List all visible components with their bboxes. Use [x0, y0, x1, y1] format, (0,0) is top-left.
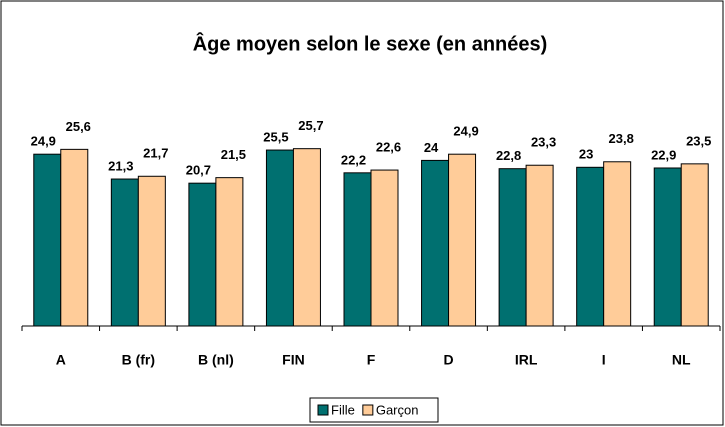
bar [498, 168, 527, 327]
data-label: 22,9 [651, 147, 676, 162]
legend-label: Fille [331, 402, 355, 417]
legend-swatch [317, 404, 329, 416]
x-tick-label: B (nl) [198, 352, 234, 368]
bar [653, 167, 682, 327]
legend-label: Garçon [376, 402, 419, 417]
data-label: 24,9 [453, 124, 478, 139]
data-label: 21,5 [221, 147, 246, 162]
data-label: 21,7 [143, 146, 168, 161]
data-label: 25,7 [298, 118, 323, 133]
data-label: 23,5 [686, 133, 711, 148]
data-label: 24,9 [31, 134, 56, 149]
data-label: 22,6 [376, 139, 401, 154]
x-tick-label: NL [672, 352, 691, 368]
x-tick-label: A [56, 352, 66, 368]
bar [60, 148, 89, 327]
chart-title: Âge moyen selon le sexe (en années) [193, 31, 548, 55]
legend-box [309, 397, 439, 423]
data-label: 21,3 [108, 158, 133, 173]
bar [33, 153, 62, 327]
bar [343, 172, 372, 327]
data-label: 20,7 [186, 163, 211, 178]
x-tick-label: B (fr) [122, 352, 155, 368]
x-tick-label: IRL [515, 352, 538, 368]
bar [215, 177, 244, 327]
data-label: 25,6 [66, 119, 91, 134]
bar [110, 178, 139, 327]
data-label: 22,2 [341, 152, 366, 167]
bar [603, 161, 632, 327]
data-label: 25,5 [263, 129, 288, 144]
x-tick-label: FIN [282, 352, 305, 368]
bar [137, 175, 166, 327]
bar [448, 153, 477, 327]
bar [188, 182, 217, 327]
bar [292, 148, 321, 327]
bar [525, 164, 554, 327]
bar [421, 159, 450, 327]
x-tick-label: D [443, 352, 453, 368]
bar [576, 166, 605, 327]
data-label: 22,8 [496, 148, 521, 163]
bar [265, 149, 294, 327]
data-label: 23 [579, 147, 593, 162]
x-tick-label: F [367, 352, 376, 368]
bar [370, 169, 399, 327]
bar [680, 163, 709, 327]
data-label: 23,8 [609, 131, 634, 146]
legend-swatch [362, 404, 374, 416]
data-label: 24 [424, 140, 439, 155]
data-label: 23,3 [531, 135, 556, 150]
x-tick-label: I [602, 352, 606, 368]
